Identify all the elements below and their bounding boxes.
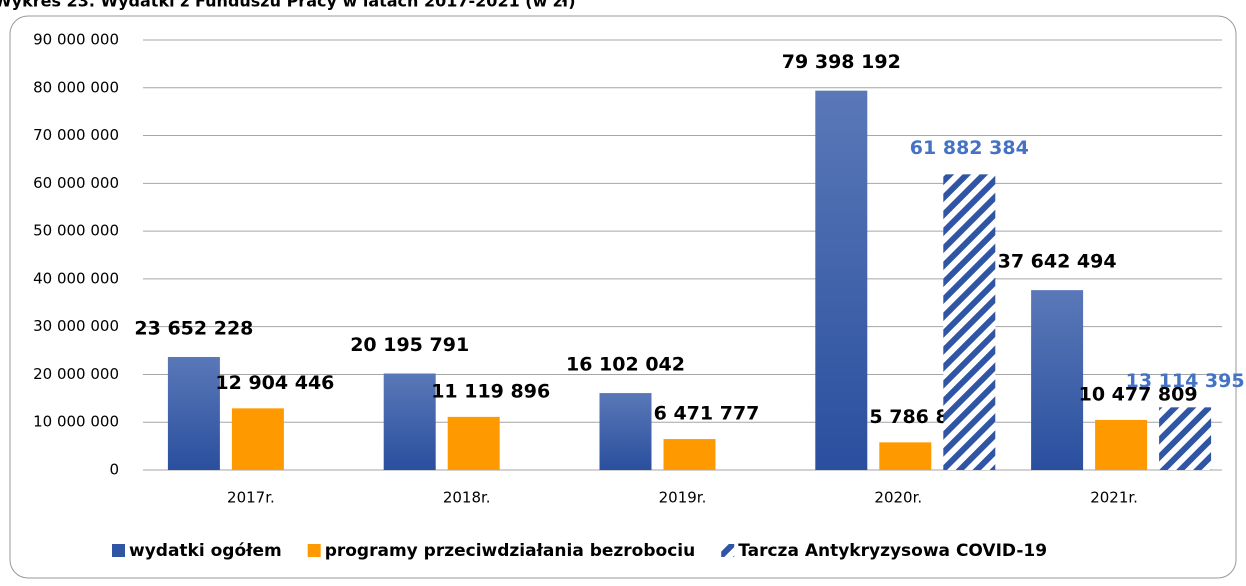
y-tick-label: 80 000 000: [33, 78, 119, 96]
y-tick-label: 50 000 000: [33, 222, 119, 240]
data-label: 10 477 809: [1079, 383, 1198, 405]
bar: [815, 90, 868, 471]
y-tick-label: 20 000 000: [33, 365, 119, 383]
x-tick-label: 2018r.: [443, 489, 491, 507]
y-tick-label: 60 000 000: [33, 174, 119, 192]
x-tick-label: 2021r.: [1090, 489, 1138, 507]
legend-label: Tarcza Antykryzysowa COVID-19: [738, 541, 1047, 561]
legend-swatch: [721, 544, 735, 557]
bar: [599, 393, 652, 470]
bar: [1095, 419, 1148, 470]
data-label: 61 882 384: [910, 137, 1029, 159]
bar: [383, 373, 436, 470]
bar: [943, 174, 996, 470]
y-tick-label: 90 000 000: [33, 31, 119, 49]
data-label: 13 114 395: [1126, 370, 1245, 392]
bar: [663, 439, 716, 470]
data-label: 23 652 228: [134, 317, 253, 339]
bar: [1031, 290, 1084, 470]
x-tick-label: 2020r.: [874, 489, 922, 507]
data-label: 16 102 042: [566, 354, 685, 376]
y-tick-label: 10 000 000: [33, 413, 119, 431]
title-bg: [0, 0, 1246, 8]
x-tick-label: 2019r.: [659, 489, 707, 507]
frame: [9, 15, 1237, 579]
legend-swatch: [307, 544, 321, 557]
data-label: 6 471 777: [654, 403, 760, 425]
data-label: 12 904 446: [215, 372, 334, 394]
chart-title: Wykres 23. Wydatki z Funduszu Pracy w la…: [0, 0, 576, 11]
bar: [447, 416, 500, 470]
data-label: 20 195 791: [350, 334, 469, 356]
legend-swatch: [112, 544, 125, 557]
bar: [231, 408, 284, 470]
y-tick-label: 30 000 000: [33, 317, 119, 335]
bar: [167, 356, 220, 470]
y-tick-label: 40 000 000: [33, 269, 119, 287]
data-label: 11 119 896: [431, 380, 550, 402]
legend-label: wydatki ogółem: [129, 541, 282, 561]
bar: [1159, 407, 1212, 470]
data-label: 37 642 494: [998, 251, 1117, 273]
x-tick-label: 2017r.: [227, 489, 275, 507]
data-label: 79 398 192: [782, 51, 901, 73]
y-tick-label: 0: [109, 461, 119, 479]
y-tick-label: 70 000 000: [33, 126, 119, 144]
bar: [879, 442, 932, 470]
legend-label: programy przeciwdziałania bezrobociu: [325, 541, 696, 561]
